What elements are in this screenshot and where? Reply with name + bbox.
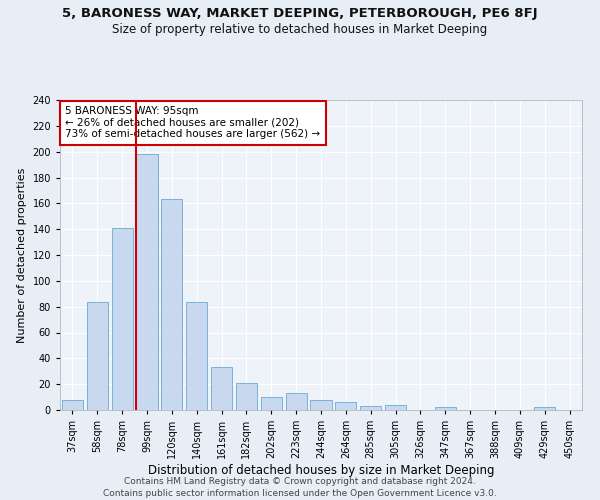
Bar [360, 406, 381, 410]
Bar [286, 393, 307, 410]
Bar [62, 400, 83, 410]
X-axis label: Distribution of detached houses by size in Market Deeping: Distribution of detached houses by size … [148, 464, 494, 477]
Bar [161, 200, 182, 410]
Bar [112, 228, 133, 410]
Text: Size of property relative to detached houses in Market Deeping: Size of property relative to detached ho… [112, 22, 488, 36]
Bar [186, 302, 207, 410]
Bar [310, 400, 332, 410]
Bar [136, 154, 158, 410]
Text: Contains HM Land Registry data © Crown copyright and database right 2024.
Contai: Contains HM Land Registry data © Crown c… [103, 476, 497, 498]
Bar [335, 402, 356, 410]
Bar [211, 368, 232, 410]
Text: 5, BARONESS WAY, MARKET DEEPING, PETERBOROUGH, PE6 8FJ: 5, BARONESS WAY, MARKET DEEPING, PETERBO… [62, 8, 538, 20]
Bar [385, 405, 406, 410]
Bar [261, 397, 282, 410]
Text: 5 BARONESS WAY: 95sqm
← 26% of detached houses are smaller (202)
73% of semi-det: 5 BARONESS WAY: 95sqm ← 26% of detached … [65, 106, 320, 140]
Bar [435, 408, 456, 410]
Bar [534, 408, 555, 410]
Bar [87, 302, 108, 410]
Y-axis label: Number of detached properties: Number of detached properties [17, 168, 27, 342]
Bar [236, 383, 257, 410]
